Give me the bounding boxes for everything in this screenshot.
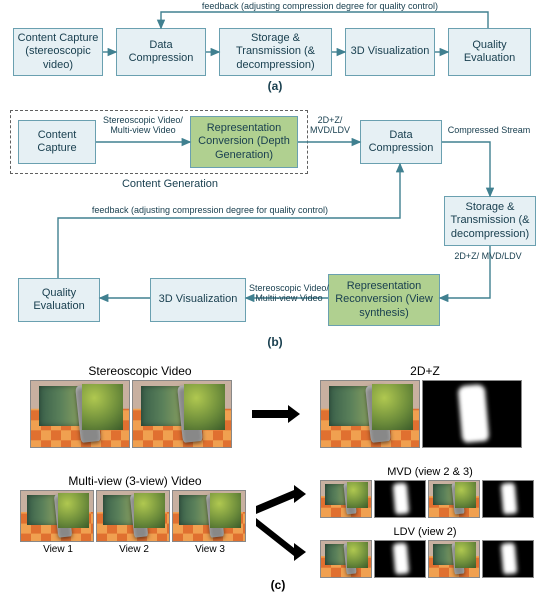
c-ldv-c2 [428, 540, 480, 578]
panel-c: Stereoscopic Video 2D+Z Multi-view (3-view… [0, 360, 543, 594]
c-mv-2 [96, 490, 170, 542]
c-label-view2: View 2 [112, 544, 156, 555]
c-ldv-c [320, 540, 372, 578]
b-section-label: (b) [255, 336, 295, 349]
b-box-repr-reconv: Representation Reconversion (View synthe… [328, 274, 440, 326]
c-ldv-d [374, 540, 426, 578]
c-mv-3 [172, 490, 246, 542]
c-label-2dz: 2D+Z [395, 364, 455, 378]
a-box-viz: 3D Visualization [345, 28, 435, 76]
c-label-view3: View 3 [188, 544, 232, 555]
c-mvd-c2 [428, 480, 480, 518]
b-edge-conv-comp: 2D+Z/ MVD/LDV [302, 116, 358, 136]
c-2dz-depth [422, 380, 522, 448]
b-edge-comp-stor: Compressed Stream [444, 126, 534, 136]
a-box-storage: Storage & Transmission (& decompression) [219, 28, 332, 76]
c-mvd-c1 [320, 480, 372, 518]
a-feedback-label: feedback (adjusting compression degree f… [190, 2, 450, 12]
c-label-stereo: Stereoscopic Video [70, 364, 210, 378]
a-box-quality: Quality Evaluation [448, 28, 531, 76]
c-mvd-d2 [482, 480, 534, 518]
b-edge-reconv-viz: Stereoscopic Video/ Multii-view Video [248, 284, 330, 304]
c-stereo-right [132, 380, 232, 448]
b-edge-cap-conv: Stereoscopic Video/ Multi-view Video [98, 116, 188, 136]
c-2dz-color [320, 380, 420, 448]
c-stereo-left [30, 380, 130, 448]
c-label-ldv: LDV (view 2) [355, 526, 495, 538]
c-mv-1 [20, 490, 94, 542]
b-box-viz: 3D Visualization [150, 278, 246, 322]
b-box-quality: Quality Evaluation [18, 278, 100, 322]
b-box-storage: Storage & Transmission (& decompression) [444, 196, 536, 246]
c-label-view1: View 1 [36, 544, 80, 555]
c-label-mvd: MVD (view 2 & 3) [340, 466, 520, 478]
b-box-compress: Data Compression [360, 120, 442, 164]
b-edge-stor-reconv: 2D+Z/ MVD/LDV [448, 252, 528, 262]
c-label-multiview: Multi-view (3-view) Video [50, 474, 220, 488]
c-mvd-d1 [374, 480, 426, 518]
a-section-label: (a) [255, 80, 295, 93]
c-ldv-d2 [482, 540, 534, 578]
a-box-capture: Content Capture (stereoscopic video) [13, 28, 103, 76]
c-section-label: (c) [258, 578, 298, 592]
a-box-compress: Data Compression [116, 28, 206, 76]
b-content-gen-label: Content Generation [110, 178, 230, 190]
b-feedback-label: feedback (adjusting compression degree f… [80, 206, 340, 216]
